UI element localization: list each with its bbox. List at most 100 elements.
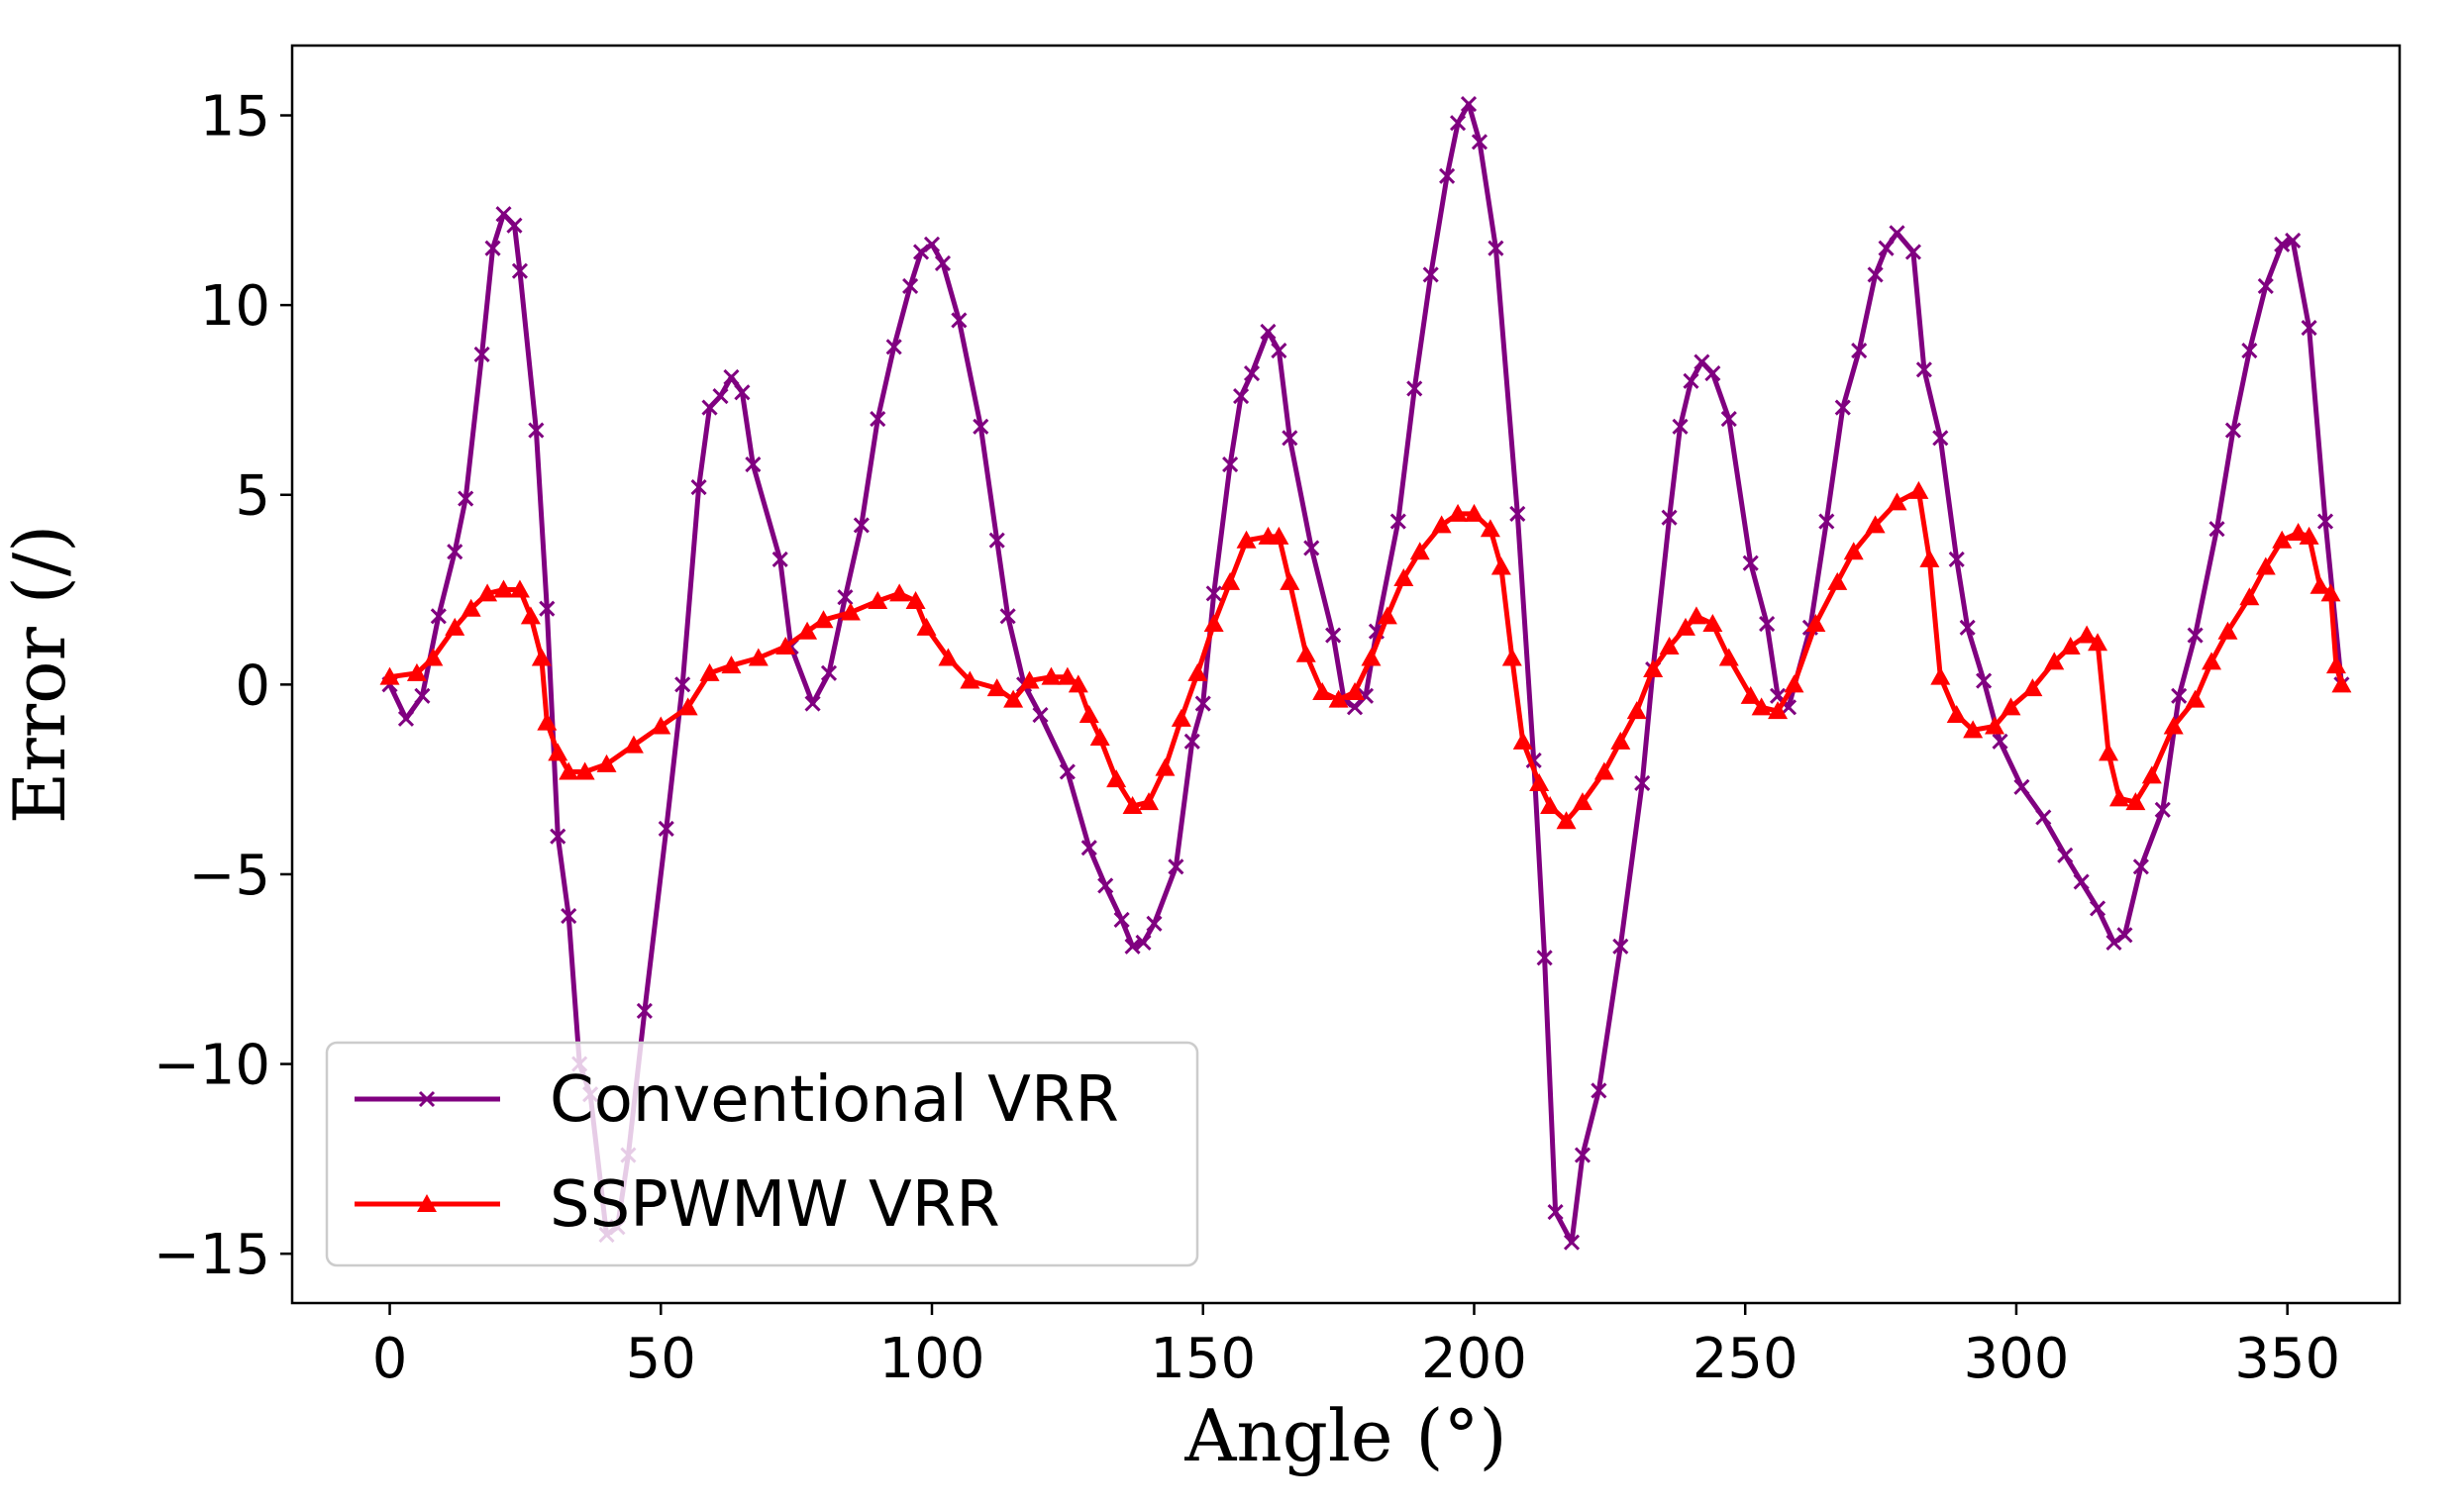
data-point-marker <box>2224 422 2241 439</box>
data-point-marker <box>559 761 579 780</box>
data-point-marker <box>1449 115 1467 132</box>
data-point-marker <box>2301 320 2317 337</box>
data-point-marker <box>748 648 769 666</box>
x-tick-label: 350 <box>2234 1327 2340 1391</box>
data-point-marker <box>1915 361 1932 378</box>
series-line <box>387 101 2344 1246</box>
data-point-marker <box>1361 648 1382 666</box>
data-point-marker <box>1271 343 1287 359</box>
data-point-marker <box>2044 652 2065 670</box>
data-point-marker <box>2274 236 2291 252</box>
data-point-marker <box>1904 244 1921 260</box>
ticks-layer: 0 50 100 150 200 250 300 350 −15 −10 −5 0 5 10 15 <box>154 85 2340 1391</box>
x-tick-label: 200 <box>1421 1327 1527 1391</box>
data-point-marker <box>868 591 888 610</box>
data-point-marker <box>509 579 530 598</box>
data-point-marker <box>2217 621 2238 640</box>
data-point-marker <box>397 710 415 727</box>
legend-item: SSPWMW VRR <box>355 1168 1000 1242</box>
data-point-marker <box>2099 743 2119 761</box>
data-point-marker <box>2035 809 2052 826</box>
legend-marker <box>418 1090 436 1108</box>
data-point-marker <box>423 648 444 666</box>
data-point-marker <box>1406 380 1423 397</box>
data-point-marker <box>1243 365 1261 382</box>
data-point-marker <box>1106 769 1127 788</box>
data-point-marker <box>658 820 674 838</box>
data-point-marker <box>1805 614 1826 633</box>
y-tick-label: −15 <box>154 1223 270 1287</box>
y-tick-label: −5 <box>188 844 270 908</box>
plot-area-frame <box>290 44 2402 1305</box>
data-point-marker <box>1057 666 1078 685</box>
legend-marker <box>417 1194 437 1212</box>
y-axis-label: Error (/) <box>0 525 81 824</box>
data-point-marker <box>1303 540 1320 556</box>
data-point-marker <box>1851 343 1868 359</box>
data-point-marker <box>1080 840 1097 856</box>
data-point-marker <box>406 662 427 681</box>
data-point-marker <box>1591 1082 1607 1099</box>
data-point-marker <box>840 602 861 621</box>
data-point-marker <box>473 346 490 363</box>
data-point-marker <box>2088 633 2108 652</box>
data-point-marker <box>951 312 968 329</box>
data-point-marker <box>1704 365 1721 382</box>
data-point-marker <box>1992 733 2008 750</box>
data-point-marker <box>1280 571 1300 590</box>
data-point-marker <box>1784 674 1804 693</box>
data-point-marker <box>934 254 952 272</box>
data-point-marker <box>2316 513 2334 530</box>
data-point-marker <box>986 678 1007 697</box>
data-point-marker <box>414 687 431 704</box>
series-1 <box>379 480 2352 830</box>
data-point-marker <box>870 411 886 428</box>
data-point-marker <box>2163 716 2184 735</box>
data-point-marker <box>2022 678 2043 697</box>
data-point-marker <box>1122 795 1143 814</box>
data-point-marker <box>1409 542 1430 560</box>
data-point-marker <box>1751 697 1772 716</box>
y-tick-label: 0 <box>235 654 270 718</box>
data-point-marker <box>2239 587 2260 606</box>
data-point-marker <box>574 761 595 780</box>
x-tick-label: 100 <box>879 1327 985 1391</box>
legend-item: Conventional VRR <box>355 1063 1119 1137</box>
data-point-marker <box>531 648 552 666</box>
data-point-marker <box>674 676 691 693</box>
data-point-marker <box>1260 323 1277 341</box>
data-point-marker <box>1702 614 1723 633</box>
x-tick-label: 50 <box>626 1327 696 1391</box>
data-point-marker <box>1236 530 1257 549</box>
x-tick-label: 300 <box>1963 1327 2069 1391</box>
data-point-marker <box>1138 792 1159 811</box>
data-point-marker <box>1422 266 1439 283</box>
data-point-marker <box>1718 648 1739 666</box>
data-point-marker <box>1963 720 1984 739</box>
data-point-marker <box>1168 858 1184 875</box>
data-point-marker <box>623 735 644 754</box>
data-point-marker <box>1312 682 1333 701</box>
data-point-marker <box>1089 727 1110 746</box>
data-point-marker <box>1431 515 1452 534</box>
data-point-marker <box>1471 134 1489 151</box>
data-point-marker <box>1439 167 1456 184</box>
series-layer <box>379 95 2352 1251</box>
data-point-marker <box>1867 266 1884 283</box>
data-point-marker <box>1572 792 1592 811</box>
y-tick-label: 15 <box>200 85 270 150</box>
data-point-marker <box>2285 232 2302 250</box>
data-point-marker <box>721 655 742 674</box>
data-point-marker <box>820 664 838 681</box>
data-point-marker <box>1460 95 1478 113</box>
data-point-marker <box>2171 687 2188 704</box>
data-point-marker <box>430 608 447 625</box>
data-point-marker <box>1205 585 1222 602</box>
data-point-marker <box>745 456 762 473</box>
data-point-marker <box>1626 701 1647 720</box>
data-point-marker <box>1675 617 1695 636</box>
data-point-marker <box>699 662 720 681</box>
data-point-marker <box>1171 708 1191 727</box>
data-point-marker <box>1976 672 1993 689</box>
data-point-marker <box>923 236 941 252</box>
